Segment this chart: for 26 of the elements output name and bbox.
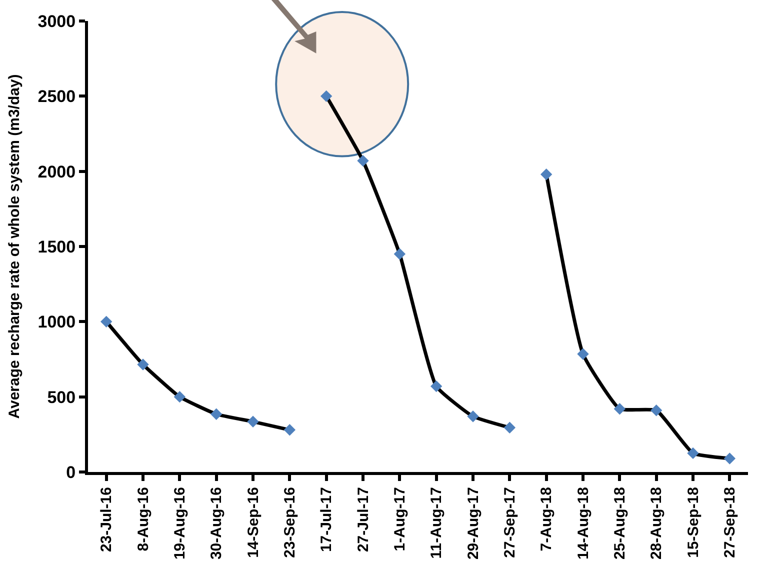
- x-tick-label: 30-Aug-16: [208, 487, 226, 560]
- x-tick-label: 11-Aug-17: [428, 487, 446, 559]
- y-tick-label: 3000: [38, 12, 76, 31]
- x-tick-label: 17-Jul-17: [318, 487, 336, 552]
- x-tick-label: 19-Aug-16: [172, 487, 189, 560]
- y-axis-title: Average recharge rate of whole system (m3/day): [6, 74, 24, 419]
- x-tick-label: 7-Aug-18: [538, 487, 556, 552]
- y-tick-label: 1500: [38, 237, 76, 256]
- y-tick-label: 500: [47, 388, 76, 407]
- x-tick-label: 29-Aug-17: [464, 487, 482, 560]
- x-tick-label: 25-Aug-18: [612, 487, 629, 560]
- y-tick-label: 1000: [38, 312, 76, 332]
- x-tick-label: 23-Jul-16: [98, 487, 116, 552]
- x-tick-label: 15-Sep-18: [684, 487, 702, 558]
- y-tick-label: 2500: [38, 87, 76, 106]
- x-tick-label: 23-Sep-16: [282, 487, 299, 558]
- y-tick-label: 0: [66, 462, 76, 482]
- x-tick-label: 1-Aug-17: [392, 487, 409, 552]
- x-tick-label: 28-Aug-18: [648, 487, 666, 560]
- y-tick-label: 2000: [38, 162, 76, 182]
- x-tick-label: 27-Sep-18: [722, 487, 739, 558]
- x-tick-label: 27-Sep-17: [502, 487, 519, 558]
- x-tick-label: 14-Sep-16: [244, 487, 262, 558]
- x-tick-label: 27-Jul-17: [354, 487, 372, 552]
- x-tick-label: 14-Aug-18: [574, 487, 592, 560]
- x-tick-label: 8-Aug-16: [134, 487, 152, 552]
